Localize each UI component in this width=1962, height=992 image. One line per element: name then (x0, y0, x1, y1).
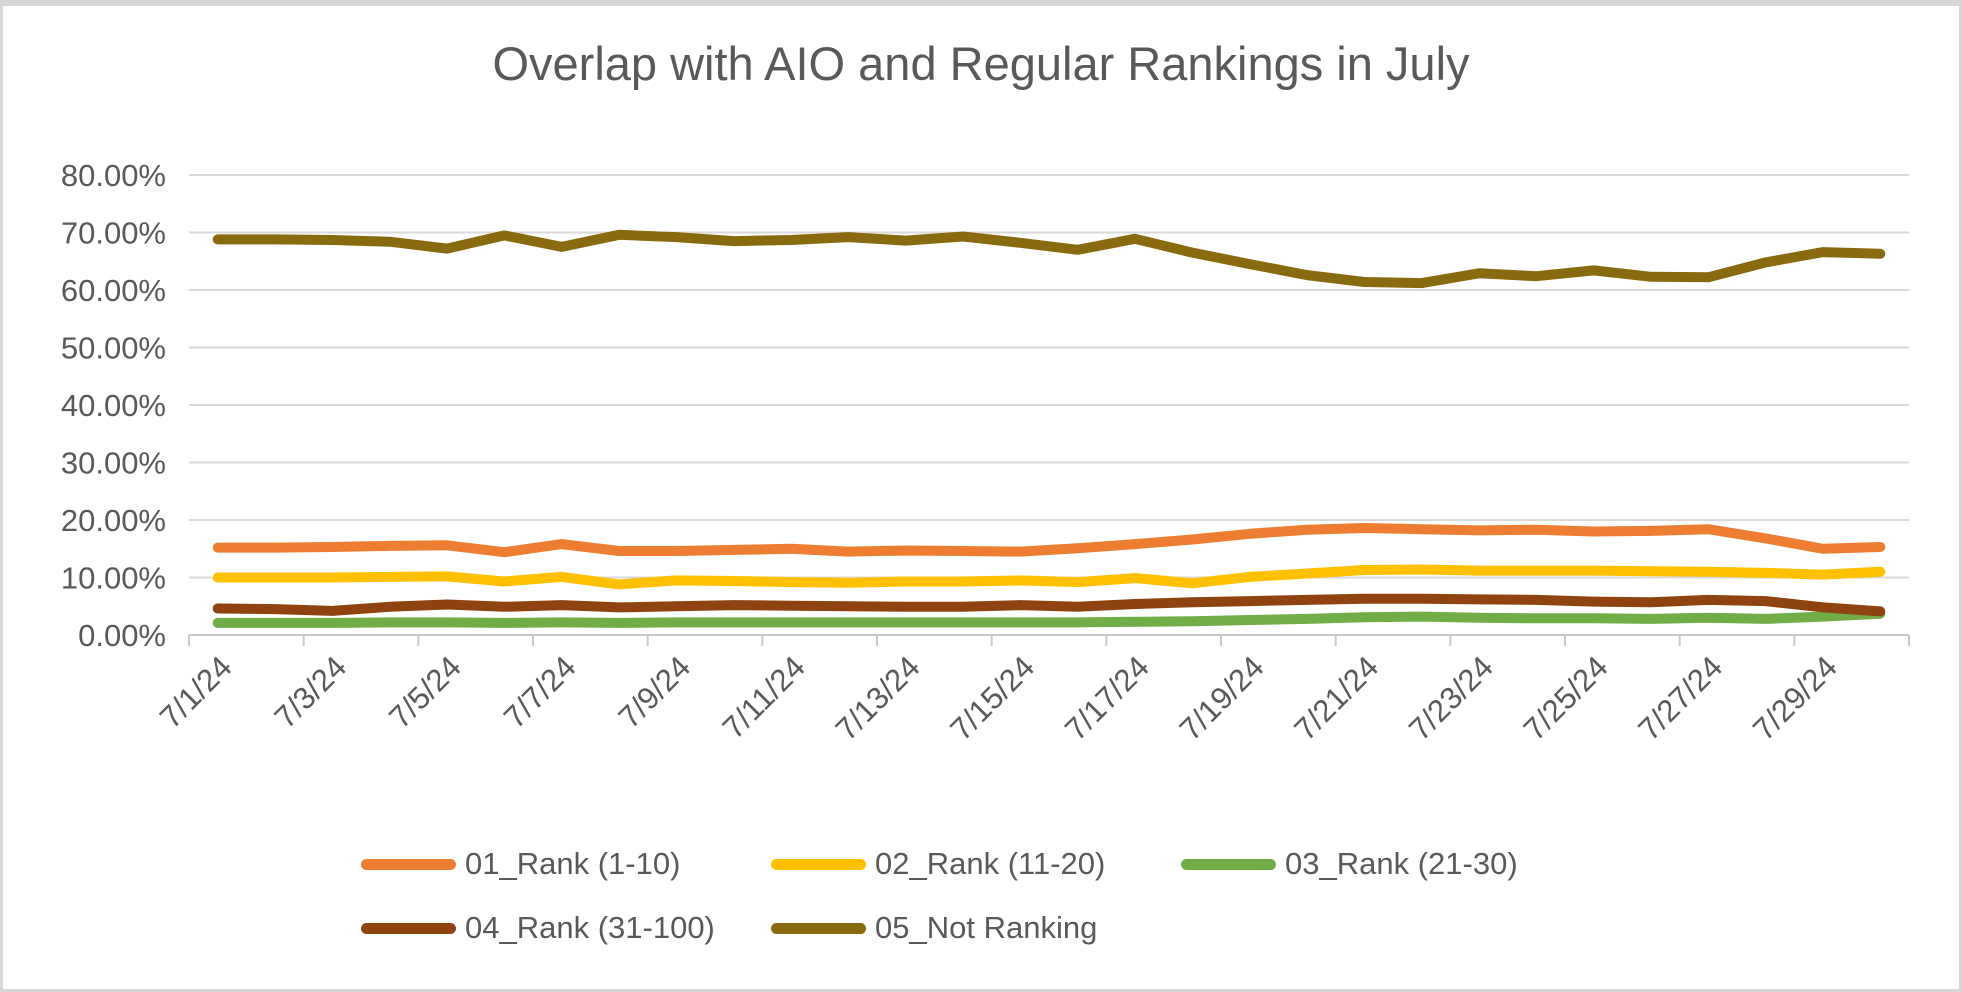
x-tick-label: 7/13/24 (829, 649, 927, 747)
x-tick-label: 7/29/24 (1746, 649, 1844, 747)
legend-item-01_Rank (1-10): 01_Rank (1-10) (361, 846, 771, 882)
legend-swatch-icon (771, 922, 866, 934)
series-line-01_Rank (1-10) (212, 523, 1886, 558)
legend-label: 05_Not Ranking (875, 910, 1098, 945)
legend-item-03_Rank (21-30): 03_Rank (21-30) (1181, 846, 1591, 882)
legend-swatch-icon (361, 922, 456, 934)
y-axis-labels: 0.00% 10.00% 20.00% 30.00% 40.00% 50.00% 60.00… (61, 158, 166, 653)
series-line-04_Rank (31-100) (212, 593, 1886, 617)
series-line-02_Rank (11-20) (212, 564, 1886, 590)
x-tick-label: 7/25/24 (1517, 649, 1615, 747)
legend-label: 03_Rank (21-30) (1285, 846, 1518, 881)
legend-label: 04_Rank (31-100) (465, 910, 715, 945)
x-axis-labels: 7/1/24 7/3/24 7/5/24 7/7/24 7/9/24 7/11/24 7/1… (153, 649, 1844, 747)
y-tick-label: 20.00% (61, 503, 166, 538)
x-tick-label: 7/9/24 (612, 649, 698, 735)
chart-legend: 01_Rank (1-10) 02_Rank (11-20) 03_Rank (21… (3, 846, 1959, 946)
x-tick-label: 7/1/24 (153, 649, 239, 735)
y-tick-label: 0.00% (78, 618, 166, 653)
legend-item-04_Rank (31-100): 04_Rank (31-100) (361, 910, 771, 946)
x-tick-label: 7/17/24 (1058, 649, 1156, 747)
y-tick-label: 60.00% (61, 273, 166, 308)
x-tick-label: 7/5/24 (382, 649, 468, 735)
legend-swatch-icon (1181, 858, 1276, 870)
legend-item-02_Rank (11-20): 02_Rank (11-20) (771, 846, 1181, 882)
x-tick-label: 7/11/24 (716, 649, 812, 745)
x-tick-label: 7/27/24 (1631, 649, 1729, 747)
y-tick-label: 80.00% (61, 158, 166, 193)
y-tick-label: 30.00% (61, 446, 166, 481)
y-tick-label: 40.00% (61, 388, 166, 423)
chart-canvas: 0.00% 10.00% 20.00% 30.00% 40.00% 50.00% 60.00… (61, 158, 1910, 747)
y-tick-label: 70.00% (61, 216, 166, 251)
legend-label: 01_Rank (1-10) (465, 846, 681, 881)
legend-swatch-icon (771, 858, 866, 870)
series-line-05_Not Ranking (212, 229, 1886, 289)
x-tick-label: 7/3/24 (268, 649, 354, 735)
x-axis (188, 634, 1910, 646)
chart-title: Overlap with AIO and Regular Rankings in… (492, 37, 1470, 90)
legend-label: 02_Rank (11-20) (875, 846, 1106, 881)
legend-swatch-icon (361, 858, 456, 870)
y-tick-label: 10.00% (61, 561, 166, 596)
x-tick-label: 7/19/24 (1173, 649, 1271, 747)
x-tick-label: 7/21/24 (1287, 649, 1385, 747)
x-tick-label: 7/7/24 (497, 649, 583, 735)
y-tick-label: 50.00% (61, 331, 166, 366)
series-line-03_Rank (21-30) (212, 608, 1886, 628)
x-tick-label: 7/23/24 (1402, 649, 1500, 747)
x-tick-label: 7/15/24 (943, 649, 1041, 747)
legend-item-05_Not Ranking: 05_Not Ranking (771, 910, 1181, 946)
